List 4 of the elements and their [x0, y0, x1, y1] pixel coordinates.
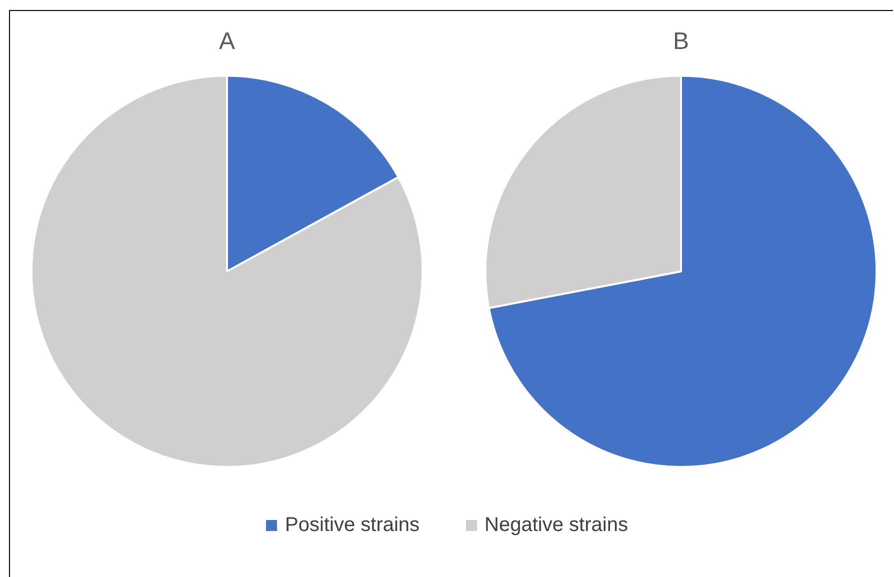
chart-title: A	[218, 28, 236, 56]
legend-label: Positive strains	[285, 514, 420, 537]
chart-title: B	[672, 28, 690, 56]
legend-label: Negative strains	[484, 514, 628, 537]
